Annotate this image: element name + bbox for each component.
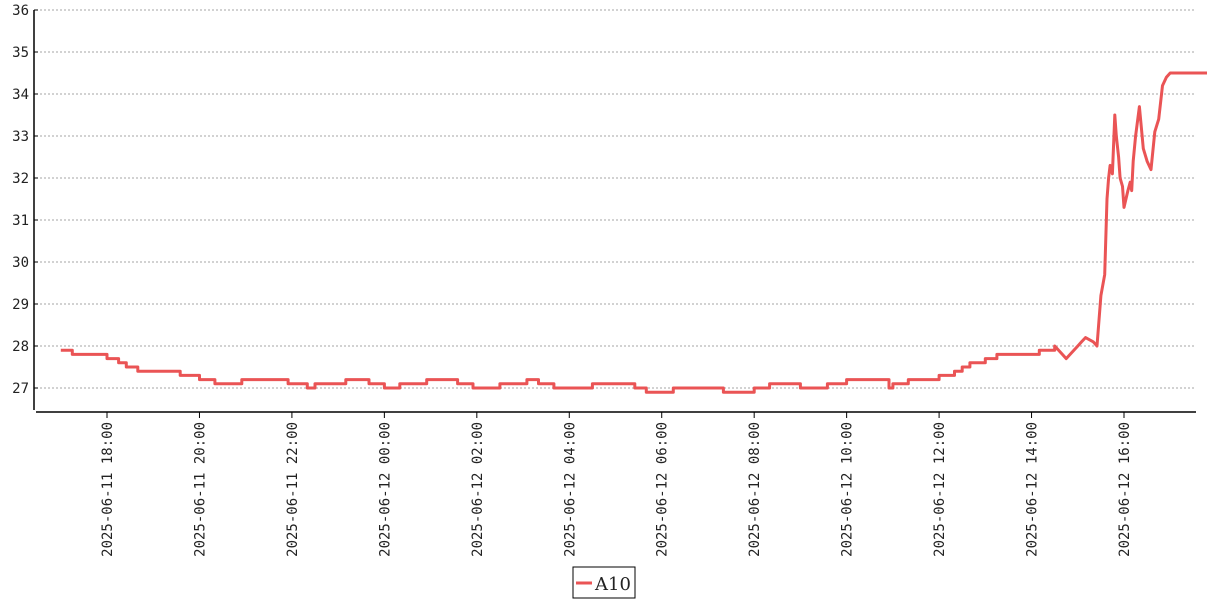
legend-label-a10: A10 (594, 574, 631, 595)
x-tick-label: 2025-06-12 02:00 (470, 422, 486, 557)
x-tick-label: 2025-06-12 10:00 (840, 422, 856, 557)
y-tick-label: 35 (12, 45, 29, 61)
x-tick-label: 2025-06-12 06:00 (655, 422, 671, 557)
y-tick-label: 33 (12, 129, 29, 145)
y-tick-label: 31 (12, 213, 29, 229)
y-tick-label: 29 (12, 297, 29, 313)
x-tick-label: 2025-06-12 08:00 (747, 422, 763, 557)
x-tick-label: 2025-06-12 00:00 (377, 422, 393, 557)
y-tick-label: 27 (12, 381, 29, 397)
x-tick-label: 2025-06-12 16:00 (1117, 422, 1133, 557)
x-tick-label: 2025-06-12 12:00 (932, 422, 948, 557)
x-tick-label: 2025-06-11 22:00 (285, 422, 301, 557)
x-tick-label: 2025-06-11 20:00 (192, 422, 208, 557)
grid-lines (36, 9, 1196, 389)
x-tick-label: 2025-06-12 04:00 (562, 422, 578, 557)
y-tick-label: 34 (12, 87, 29, 103)
x-tick-label: 2025-06-11 18:00 (100, 422, 116, 557)
y-tick-label: 32 (12, 171, 29, 187)
y-tick-label: 28 (12, 339, 29, 355)
y-tick-label: 30 (12, 255, 29, 271)
legend[interactable]: A10 (572, 566, 636, 599)
x-tick-label: 2025-06-12 14:00 (1025, 422, 1041, 557)
y-tick-label: 36 (12, 3, 29, 19)
series-line-a10 (60, 71, 1207, 394)
series-layer (60, 71, 1207, 394)
x-axis-ticks: 2025-06-11 18:00 2025-06-11 20:00 2025-06-… (100, 412, 1133, 557)
